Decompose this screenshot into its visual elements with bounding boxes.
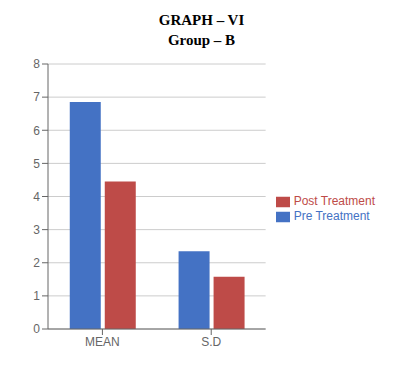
svg-text:2: 2 xyxy=(33,256,40,270)
html-text:Group – B: Group – B xyxy=(167,32,236,48)
html-text:Post Treatment: Post Treatment xyxy=(293,194,375,209)
svg-text:S.D: S.D xyxy=(201,335,221,349)
html-text:Pre Treatment: Pre Treatment xyxy=(293,209,370,223)
svg-text:MEAN: MEAN xyxy=(85,335,120,349)
html-text:GRAPH – VI: GRAPH – VI xyxy=(158,12,245,28)
svg-text:6: 6 xyxy=(33,124,40,138)
svg-text:7: 7 xyxy=(33,90,40,104)
svg-text:8: 8 xyxy=(33,57,40,71)
svg-text:1: 1 xyxy=(33,289,40,303)
svg-text:4: 4 xyxy=(33,190,40,204)
svg-text:0: 0 xyxy=(33,322,40,336)
svg-text:5: 5 xyxy=(33,157,40,171)
svg-text:3: 3 xyxy=(33,223,40,237)
